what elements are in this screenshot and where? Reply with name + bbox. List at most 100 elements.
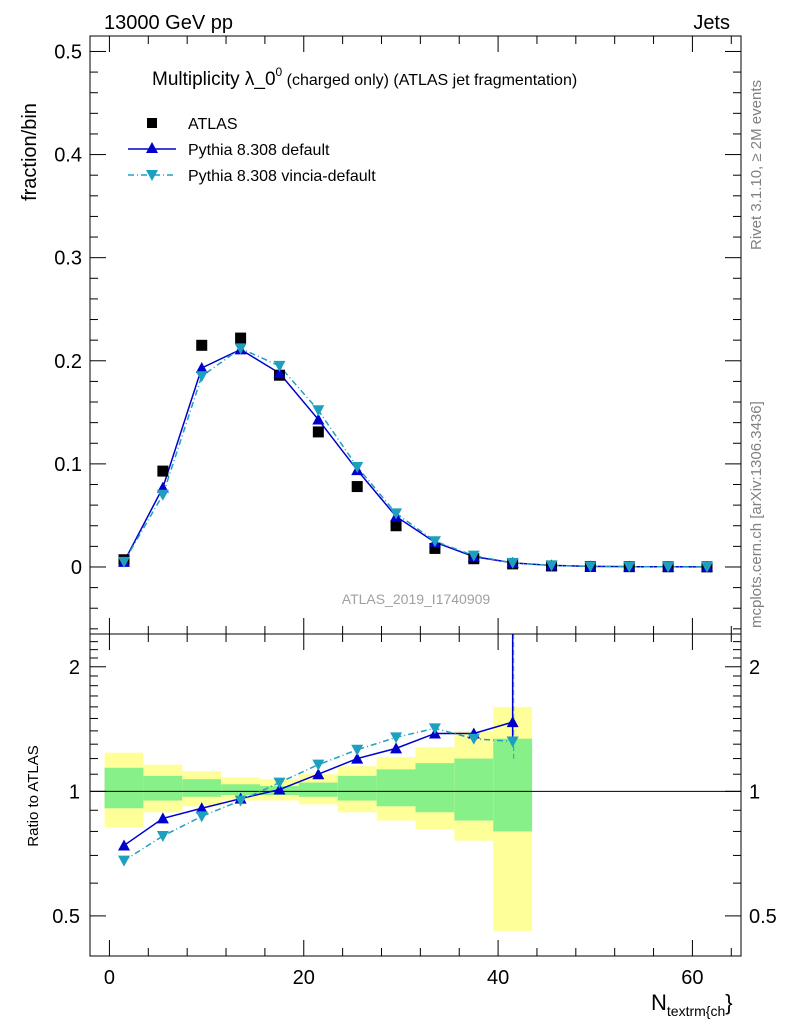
main-y-tick-label: 0.2 bbox=[54, 351, 82, 373]
main-plot-area bbox=[118, 332, 713, 573]
ratio-point-default bbox=[351, 752, 364, 764]
legend-marker-default bbox=[146, 142, 158, 153]
main-line-default bbox=[123, 348, 707, 568]
title-rest: (charged only) (ATLAS jet fragmentation) bbox=[282, 72, 577, 89]
ratio-point-vincia bbox=[156, 830, 169, 842]
main-ticks: 0 0.1 0.2 0.3 0.4 0.5 bbox=[54, 36, 741, 634]
ratio-plot-area bbox=[118, 634, 519, 867]
ratio-point-vincia bbox=[428, 723, 441, 735]
ratio-point-default bbox=[195, 802, 208, 814]
main-point-vincia bbox=[312, 405, 325, 417]
main-point-atlas bbox=[390, 520, 402, 532]
legend-label-atlas: ATLAS bbox=[188, 116, 238, 133]
ratio-point-vincia bbox=[118, 855, 131, 867]
x-axis-label-close: } bbox=[725, 990, 732, 1015]
legend-marker-vincia bbox=[146, 170, 158, 181]
main-y-tick-label: 0.4 bbox=[54, 145, 82, 167]
ratio-point-default bbox=[390, 742, 403, 754]
x-axis-label: Ntextrm{ch} bbox=[651, 990, 733, 1019]
plot-title: Multiplicity λ_00 (charged only) (ATLAS … bbox=[152, 65, 577, 90]
process-label: Jets bbox=[693, 12, 730, 34]
ratio-panel: 0.5 0.51 12 20 20 40 60 bbox=[52, 633, 777, 989]
main-point-vincia bbox=[584, 561, 597, 573]
main-line-vincia bbox=[123, 347, 707, 568]
legend-label-default: Pythia 8.308 default bbox=[188, 142, 330, 159]
main-point-atlas bbox=[312, 426, 324, 438]
main-point-vincia bbox=[156, 489, 169, 501]
main-point-vincia bbox=[467, 550, 480, 562]
ratio-band-inner bbox=[104, 767, 144, 809]
x-axis-label-sub: textrm{ch bbox=[667, 1003, 725, 1019]
main-point-vincia bbox=[700, 561, 713, 573]
main-y-tick-label: 0.3 bbox=[54, 248, 82, 270]
main-point-vincia bbox=[351, 461, 364, 473]
ratio-band-inner bbox=[376, 769, 416, 807]
main-point-vincia bbox=[273, 360, 286, 372]
main-point-vincia bbox=[195, 371, 208, 383]
main-point-default bbox=[273, 367, 286, 379]
ratio-band-inner bbox=[415, 763, 455, 813]
main-panel: 0 0.1 0.2 0.3 0.4 0.5 bbox=[54, 35, 742, 635]
ratio-point-vincia bbox=[506, 736, 519, 748]
ratio-band-inner bbox=[493, 738, 533, 832]
main-point-vincia bbox=[390, 508, 403, 520]
main-y-tick-label: 0.5 bbox=[54, 41, 82, 63]
ratio-band-inner bbox=[337, 775, 377, 801]
main-point-vincia bbox=[118, 556, 131, 568]
main-point-atlas bbox=[351, 481, 363, 493]
ratio-x-tick-label: 40 bbox=[487, 967, 509, 989]
main-point-vincia bbox=[234, 343, 247, 355]
main-point-vincia bbox=[428, 536, 441, 548]
main-point-vincia bbox=[662, 561, 675, 573]
ratio-point-vincia bbox=[351, 744, 364, 756]
legend-marker-atlas bbox=[147, 118, 157, 128]
energy-label: 13000 GeV pp bbox=[104, 12, 233, 34]
main-point-vincia bbox=[545, 560, 558, 572]
ratio-x-tick-label: 60 bbox=[681, 967, 703, 989]
ratio-point-default bbox=[506, 716, 519, 728]
main-point-default bbox=[312, 413, 325, 425]
ratio-point-default bbox=[156, 812, 169, 824]
ratio-x-tick-label: 0 bbox=[104, 967, 115, 989]
main-point-atlas bbox=[429, 542, 441, 554]
ratio-y-tick-label-right: 2 bbox=[749, 657, 760, 679]
main-y-tick-label: 0 bbox=[71, 557, 82, 579]
main-point-vincia bbox=[506, 557, 519, 569]
ratio-y-tick-label-right: 1 bbox=[749, 781, 760, 803]
rivet-label: Rivet 3.1.10, ≥ 2M events bbox=[748, 80, 765, 250]
ratio-y-tick-label-left: 0.5 bbox=[52, 906, 80, 928]
ratio-point-default bbox=[118, 839, 131, 851]
legend: ATLAS Pythia 8.308 default Pythia 8.308 … bbox=[128, 116, 376, 185]
ratio-y-tick-label-left: 2 bbox=[69, 657, 80, 679]
ratio-point-vincia bbox=[273, 777, 286, 789]
main-point-atlas bbox=[157, 465, 169, 477]
main-point-atlas bbox=[196, 339, 208, 351]
main-y-tick-label: 0.1 bbox=[54, 454, 82, 476]
ratio-band-inner bbox=[454, 758, 494, 821]
ratio-bands bbox=[104, 706, 533, 931]
legend-label-vincia: Pythia 8.308 vincia-default bbox=[188, 168, 376, 185]
ratio-point-vincia bbox=[195, 811, 208, 823]
ratio-point-vincia bbox=[390, 732, 403, 744]
ratio-y-tick-label-right: 0.5 bbox=[749, 906, 777, 928]
ratio-point-vincia bbox=[312, 759, 325, 771]
ratio-point-default bbox=[273, 783, 286, 795]
ratio-x-tick-label: 20 bbox=[293, 967, 315, 989]
main-ylabel: fraction/bin bbox=[19, 103, 41, 201]
ratio-ticks: 0.5 0.51 12 20 20 40 60 bbox=[52, 634, 777, 989]
main-point-atlas bbox=[235, 332, 247, 344]
title-sup: 0 bbox=[276, 65, 283, 79]
main-point-vincia bbox=[623, 561, 636, 573]
ratio-point-default bbox=[312, 768, 325, 780]
ratio-band-inner bbox=[298, 782, 338, 797]
mcplots-label: mcplots.cern.ch [arXiv:1306.3436] bbox=[748, 401, 765, 628]
ratio-y-tick-label-left: 1 bbox=[69, 781, 80, 803]
analysis-id: ATLAS_2019_I1740909 bbox=[342, 591, 491, 607]
ratio-band-inner bbox=[143, 775, 183, 801]
ratio-band-inner bbox=[221, 784, 261, 795]
title-main: Multiplicity λ_0 bbox=[152, 69, 276, 90]
x-axis-label-main: N bbox=[651, 990, 667, 1015]
ratio-band-inner bbox=[182, 779, 222, 797]
main-point-default bbox=[195, 361, 208, 373]
